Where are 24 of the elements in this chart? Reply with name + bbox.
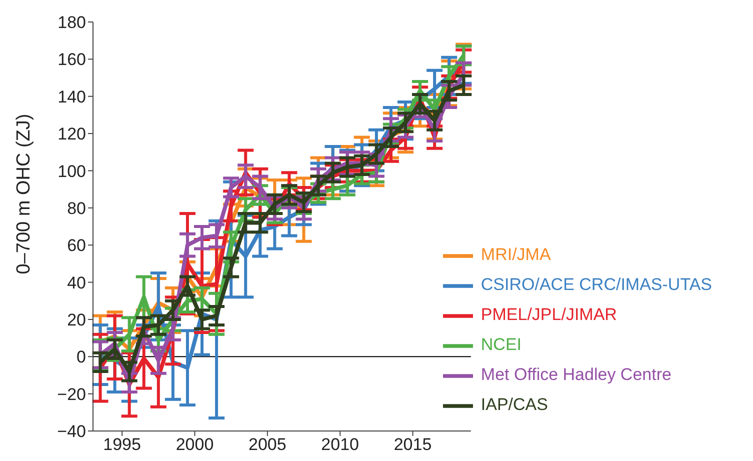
- y-tick-label: 60: [67, 236, 86, 256]
- y-tick-label: 140: [58, 87, 86, 106]
- y-tick-label: 0: [76, 348, 86, 367]
- legend-label: PMEL/JPL/JIMAR: [480, 305, 617, 324]
- y-tick-label: 180: [58, 13, 86, 32]
- legend-label: CSIRO/ACE CRC/IMAS-UTAS: [480, 275, 712, 294]
- y-tick-label: 100: [58, 162, 86, 181]
- x-tick-label: 2005: [248, 435, 286, 454]
- y-tick-label: −40: [57, 422, 86, 442]
- legend-label: MRI/JMA: [480, 245, 551, 264]
- x-tick-label: 2000: [176, 435, 214, 454]
- legend-label: IAP/CAS: [480, 395, 548, 414]
- x-tick-label: 2010: [321, 435, 360, 454]
- legend-label: NCEI: [480, 335, 522, 354]
- x-tick-label: 2015: [394, 435, 432, 454]
- y-tick-label: 40: [67, 273, 86, 292]
- y-tick-label: 80: [67, 198, 86, 218]
- y-tick-label: 20: [67, 310, 86, 330]
- x-tick-label: 1995: [103, 435, 141, 454]
- y-axis-title: 0–700 m OHC (ZJ): [14, 114, 34, 274]
- y-tick-label: 160: [58, 50, 86, 70]
- legend-label: Met Office Hadley Centre: [480, 365, 672, 384]
- y-tick-label: −20: [57, 384, 86, 404]
- y-tick-label: 120: [58, 124, 86, 144]
